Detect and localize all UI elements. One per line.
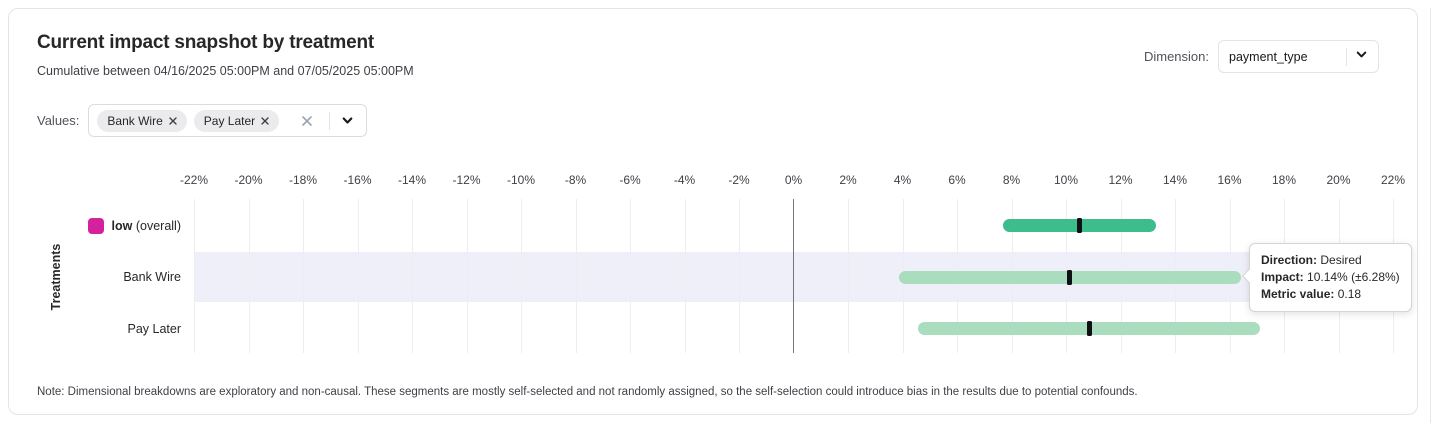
row-label: Pay Later (9, 319, 181, 339)
select-divider (1346, 47, 1347, 66)
gridline (248, 199, 250, 353)
row-label: low (overall) (9, 216, 181, 236)
gridline (194, 199, 195, 353)
zero-baseline (792, 199, 795, 353)
values-divider (329, 111, 331, 130)
dimension-control: Dimension: payment_type (1144, 40, 1379, 73)
dimension-selected-value: payment_type (1229, 49, 1308, 64)
x-axis-tick: -6% (619, 173, 641, 187)
gridline (357, 199, 359, 353)
gridline (521, 199, 522, 353)
x-axis-tick: 16% (1217, 173, 1242, 187)
value-chips: Bank Wire Pay Later (97, 109, 280, 132)
date-range-subtitle: Cumulative between 04/16/2025 05:00PM an… (37, 64, 414, 78)
impact-snapshot-card: Current impact snapshot by treatment Cum… (8, 8, 1418, 415)
gridline (739, 199, 740, 353)
gridline (466, 199, 468, 353)
gridline (848, 199, 849, 353)
row-label-text: Bank Wire (123, 270, 181, 284)
x-axis-tick: 8% (1002, 173, 1021, 187)
x-axis-tick: 14% (1162, 173, 1188, 187)
row-label-text: low (overall) (111, 218, 181, 233)
x-axis-tick: -14% (397, 173, 427, 187)
gridline (630, 199, 631, 353)
x-axis-tick: -18% (288, 173, 318, 187)
row-label: Bank Wire (9, 267, 181, 287)
x-axis-tick: -12% (452, 173, 481, 187)
x-axis-tick: 2% (839, 173, 857, 187)
gridline (303, 199, 304, 353)
page-title: Current impact snapshot by treatment (37, 32, 374, 53)
x-axis-tick: 4% (893, 173, 912, 187)
values-filter: Values: Bank Wire Pay Later (37, 104, 368, 137)
values-chevron-down-icon[interactable] (339, 114, 356, 127)
chip-remove-icon[interactable] (169, 116, 177, 125)
chip-remove-icon[interactable] (261, 116, 269, 125)
values-multiselect[interactable]: Bank Wire Pay Later (88, 104, 368, 137)
x-axis-tick: 10% (1053, 173, 1079, 187)
tooltip-metric-value: Metric value: 0.18 (1261, 287, 1362, 301)
impact-point-marker (1086, 321, 1092, 336)
x-axis-tick: 18% (1271, 173, 1297, 187)
x-axis-tick: 6% (948, 173, 966, 187)
x-axis-tick: -2% (728, 173, 750, 187)
x-axis-tick: -10% (506, 173, 536, 187)
x-axis-tick: 0% (784, 173, 803, 187)
x-axis-tick: -22% (179, 173, 209, 187)
values-label: Values: (37, 113, 80, 128)
tooltip-direction: Direction: Desired (1261, 253, 1362, 267)
x-axis-tick: -16% (343, 173, 372, 187)
bar-tooltip: Direction: Desired Impact: 10.14% (±6.28… (1241, 243, 1412, 312)
gridline (412, 199, 413, 353)
tooltip-impact: Impact: 10.14% (±6.28%) (1261, 270, 1400, 284)
impact-point-marker (1077, 218, 1083, 233)
value-chip-label: Pay Later (203, 113, 256, 128)
x-axis-tick: 22% (1380, 173, 1406, 187)
x-axis-tick: 12% (1108, 173, 1133, 187)
value-chip[interactable]: Bank Wire (97, 109, 187, 132)
value-chip[interactable]: Pay Later (193, 109, 280, 132)
x-axis-tick: 20% (1326, 173, 1351, 187)
adjacent-panel-edge (1430, 8, 1431, 423)
chevron-down-icon (1355, 48, 1368, 66)
impact-point-marker (1067, 269, 1073, 285)
dimension-select[interactable]: payment_type (1218, 40, 1379, 73)
row-label-text: Pay Later (127, 321, 181, 336)
x-axis-tick: -8% (564, 173, 587, 187)
disclaimer-note: Note: Dimensional breakdowns are explora… (37, 386, 1138, 398)
x-axis-tick: -4% (673, 173, 696, 187)
x-axis-tick: -20% (234, 173, 263, 187)
legend-swatch (87, 217, 104, 234)
dimension-label: Dimension: (1143, 49, 1209, 64)
gridline (684, 199, 686, 353)
clear-all-values-icon[interactable] (286, 114, 320, 128)
gridline (575, 199, 577, 353)
value-chip-label: Bank Wire (107, 113, 163, 128)
